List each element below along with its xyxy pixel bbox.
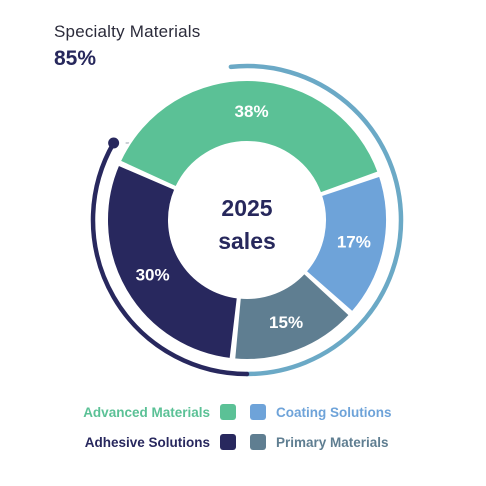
annotation-label: Specialty Materials: [54, 22, 201, 41]
legend-label: Adhesive Solutions: [84, 434, 210, 450]
legend-swatch: [220, 434, 236, 450]
legend-item-adhesive-solutions: Adhesive Solutions: [85, 434, 236, 450]
specialty-arc-dark: [90, 140, 250, 377]
legend-label: Coating Solutions: [276, 404, 392, 420]
annotation-value: 85%: [54, 47, 97, 70]
legend-swatch: [250, 404, 266, 420]
center-label-text: sales: [218, 228, 276, 254]
legend-label: Advanced Materials: [83, 404, 210, 420]
specialty-materials-annotation: Specialty Materials 85%: [54, 22, 200, 71]
slice-label: 15%: [269, 313, 303, 332]
legend-item-advanced-materials: Advanced Materials: [83, 404, 236, 420]
slice-labels-layer: 38% 17% 15% 30%: [136, 102, 371, 332]
specialty-arc-light: [228, 63, 404, 377]
legend-label: Primary Materials: [276, 434, 389, 450]
slice-advanced-materials: [118, 79, 380, 195]
slice-label: 38%: [235, 102, 269, 121]
legend-swatch: [250, 434, 266, 450]
specialty-share-arc-layer: [90, 63, 404, 377]
center-label-year: 2025: [221, 195, 272, 221]
slice-label: 17%: [337, 233, 371, 252]
legend-item-primary-materials: Primary Materials: [250, 434, 389, 450]
slice-adhesive-solutions: [106, 163, 239, 361]
slice-primary-materials: [233, 271, 352, 361]
legend-item-coating-solutions: Coating Solutions: [250, 404, 392, 420]
legend-swatch: [220, 404, 236, 420]
slices-layer: [106, 79, 388, 361]
slice-label: 30%: [136, 266, 170, 285]
slice-coating-solutions: [304, 174, 388, 314]
arc-end-dot: [108, 137, 120, 149]
